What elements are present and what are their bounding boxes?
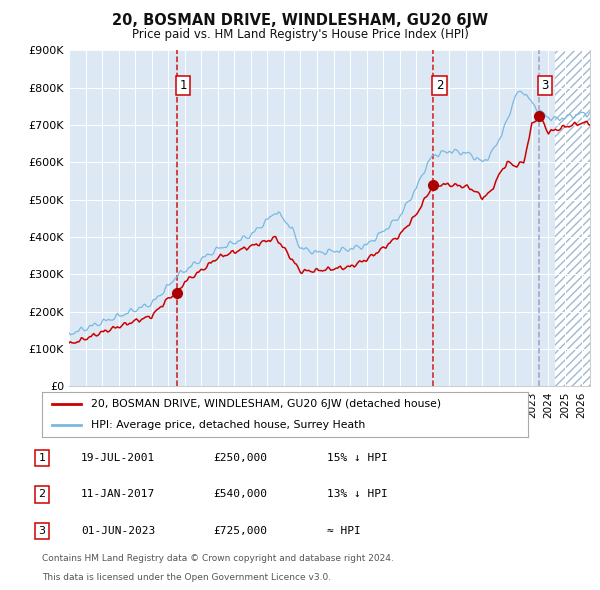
Text: £725,000: £725,000: [213, 526, 267, 536]
Text: 3: 3: [541, 79, 549, 92]
Bar: [556, 50, 590, 386]
Text: £250,000: £250,000: [213, 453, 267, 463]
Text: 2: 2: [436, 79, 443, 92]
Text: 19-JUL-2001: 19-JUL-2001: [81, 453, 155, 463]
Text: 20, BOSMAN DRIVE, WINDLESHAM, GU20 6JW: 20, BOSMAN DRIVE, WINDLESHAM, GU20 6JW: [112, 13, 488, 28]
Text: 20, BOSMAN DRIVE, WINDLESHAM, GU20 6JW (detached house): 20, BOSMAN DRIVE, WINDLESHAM, GU20 6JW (…: [91, 399, 441, 409]
Text: Contains HM Land Registry data © Crown copyright and database right 2024.: Contains HM Land Registry data © Crown c…: [42, 554, 394, 563]
Text: 2: 2: [38, 490, 46, 499]
Text: HPI: Average price, detached house, Surrey Heath: HPI: Average price, detached house, Surr…: [91, 419, 365, 430]
Text: 11-JAN-2017: 11-JAN-2017: [81, 490, 155, 499]
Text: 1: 1: [179, 79, 187, 92]
Text: 15% ↓ HPI: 15% ↓ HPI: [327, 453, 388, 463]
Text: 3: 3: [38, 526, 46, 536]
Text: This data is licensed under the Open Government Licence v3.0.: This data is licensed under the Open Gov…: [42, 573, 331, 582]
Text: 13% ↓ HPI: 13% ↓ HPI: [327, 490, 388, 499]
Text: £540,000: £540,000: [213, 490, 267, 499]
Text: ≈ HPI: ≈ HPI: [327, 526, 361, 536]
Text: 01-JUN-2023: 01-JUN-2023: [81, 526, 155, 536]
Text: Price paid vs. HM Land Registry's House Price Index (HPI): Price paid vs. HM Land Registry's House …: [131, 28, 469, 41]
Text: 1: 1: [38, 453, 46, 463]
